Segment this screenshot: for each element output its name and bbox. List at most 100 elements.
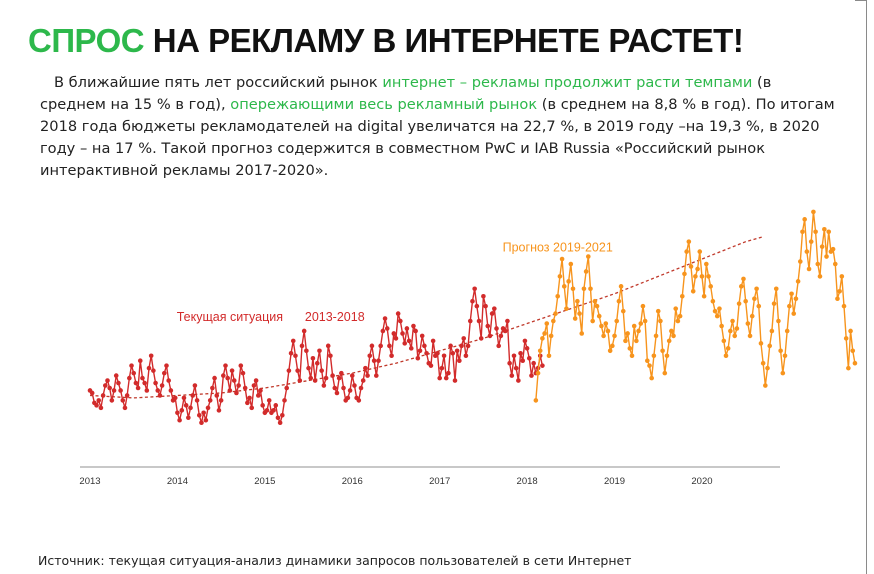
x-tick-label: 2013 [79,476,100,487]
current-data-point [489,311,495,316]
current-data-point [513,365,519,371]
forecast-data-point [579,331,585,336]
current-data-point [374,373,379,378]
forecast-data-point [682,271,687,277]
chart-annotation: Прогноз 2019-2021 [503,241,613,255]
current-data-point [175,410,180,416]
current-data-point [164,363,169,368]
forecast-data-point [747,333,753,339]
current-data-point [446,370,451,376]
chart-annotation: Текущая ситуация [177,310,283,324]
forecast-data-point [745,321,751,326]
forecast-data-point [594,303,600,309]
current-data-point [520,358,526,364]
forecast-data-point [634,338,639,344]
current-data-point [400,331,405,336]
forecast-data-point [653,333,659,339]
forecast-data-point [802,217,807,222]
forecast-data-point [551,318,556,324]
current-data-point [465,343,471,349]
current-data-point [472,286,477,292]
forecast-data-point [647,363,652,368]
current-data-point [448,343,453,349]
current-data-point [98,405,104,411]
forecast-data-point [627,346,633,351]
current-data-point [245,400,250,406]
forecast-data-point [734,326,740,331]
x-tick-label: 2020 [691,476,712,487]
current-data-point [231,378,237,383]
current-data-point [437,375,442,381]
forecast-data-point [642,318,648,324]
forecast-data-point [669,328,674,334]
forecast-data-point [819,244,825,249]
current-data-point [207,398,213,403]
forecast-data-point [811,209,816,215]
current-data-point [271,408,276,413]
current-data-point [404,326,410,331]
forecast-data-point [839,274,845,279]
current-data-point [111,388,117,393]
forecast-data-point [732,333,738,339]
current-data-point [190,393,196,398]
forecast-data-point [752,296,757,302]
forecast-data-point [741,276,746,282]
current-data-point [540,363,545,368]
current-data-point [323,375,329,381]
current-data-point [498,333,504,339]
intro-highlight-1: интернет – рекламы продолжит расти темпа… [382,74,753,91]
current-data-point [306,365,311,371]
current-data-point [461,336,467,341]
current-data-point [282,398,287,403]
current-data-point [439,365,445,371]
current-data-point [310,355,316,361]
forecast-data-point [717,306,722,311]
current-data-point [352,383,357,388]
current-data-point [509,373,515,378]
current-data-point [417,348,423,354]
current-data-point [124,393,130,398]
trend-line [89,236,764,399]
current-data-point [242,385,248,391]
current-data-point [424,350,429,356]
current-data-point [218,398,224,403]
current-data-point [297,378,303,383]
forecast-data-point [675,318,681,324]
forecast-data-point [655,308,661,314]
forecast-data-point [690,288,696,294]
current-data-point [459,343,464,349]
current-data-point [413,328,418,334]
forecast-data-point [660,348,665,354]
forecast-data-point [760,360,766,366]
forecast-data-point [736,301,742,306]
current-data-point [406,338,412,344]
forecast-data-point [754,286,759,292]
forecast-data-point [686,239,692,244]
current-data-point [144,388,150,393]
forecast-data-point [852,360,858,366]
forecast-data-point [631,323,637,329]
forecast-data-point [636,328,641,334]
current-data-point [308,375,314,381]
current-data-point [162,370,167,376]
current-data-point [330,373,335,378]
forecast-data-point [533,398,539,403]
forecast-data-point [758,341,764,346]
current-data-point [511,353,517,359]
forecast-data-point [791,311,797,316]
current-data-point [286,368,292,373]
intro-text-3: (в среднем на 8,8 % в год). По итогам 20… [40,96,835,179]
current-data-point [146,365,152,371]
current-data-point [336,375,342,381]
forecast-data-point [542,331,547,336]
current-data-point [345,395,351,401]
forecast-data-point [553,311,558,316]
current-data-point [419,333,425,339]
current-data-point [210,385,215,391]
current-data-point [422,343,427,349]
current-data-point [236,383,241,388]
plot-area: 2013 2014 2015 2016 2017 2018 2019 2020 Текущая … [79,209,858,487]
forecast-data-point [540,336,545,341]
current-data-point [223,363,228,368]
forecast-data-point [782,353,788,359]
